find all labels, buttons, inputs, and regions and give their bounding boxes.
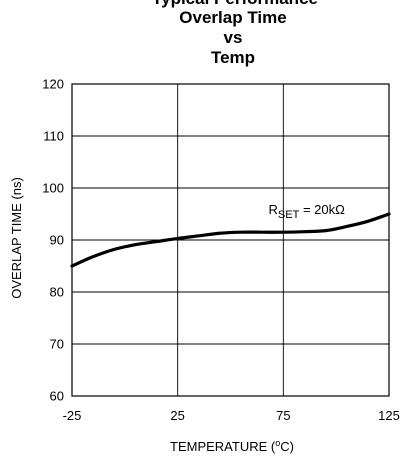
- rset-annotation-rest: = 20kΩ: [299, 202, 345, 217]
- x-axis-label-main: TEMPERATURE (: [170, 439, 276, 454]
- chart-title-line-1: Typical Performance: [152, 0, 318, 8]
- rset-annotation-main: R: [269, 202, 278, 217]
- y-tick-label-6: 120: [42, 77, 64, 92]
- x-axis-label-unit: C): [280, 439, 294, 454]
- y-tick-label-5: 110: [43, 129, 64, 144]
- x-tick-label-2: 75: [276, 408, 290, 423]
- x-tick-label-3: 125: [378, 408, 400, 423]
- y-tick-label-4: 100: [42, 181, 64, 196]
- y-tick-label-3: 90: [50, 233, 64, 248]
- x-tick-label-0: -25: [63, 408, 82, 423]
- rset-annotation-subscript: SET: [278, 209, 300, 221]
- x-axis-label-degree: o: [275, 438, 280, 448]
- x-axis-label: TEMPERATURE (oC): [170, 438, 294, 454]
- series-line-0: [70, 212, 391, 268]
- y-tick-labels: 60 70 80 90 100 110 120: [42, 77, 64, 404]
- plot-frame: [71, 83, 390, 397]
- x-tick-label-1: 25: [170, 408, 184, 423]
- series-layer: [70, 212, 391, 268]
- y-tick-label-0: 60: [50, 389, 64, 404]
- rset-annotation: RSET = 20kΩ: [269, 202, 346, 221]
- grid-layer: [72, 84, 389, 396]
- y-axis-label: OVERLAP TIME (ns): [9, 177, 24, 299]
- x-tick-labels: -25 25 75 125: [63, 408, 400, 423]
- chart-title-line-3: vs: [224, 28, 243, 47]
- y-tick-label-2: 80: [50, 285, 64, 300]
- chart-title-line-4: Temp: [211, 48, 255, 67]
- y-tick-label-1: 70: [50, 337, 64, 352]
- chart-title-line-2: Overlap Time: [179, 8, 286, 27]
